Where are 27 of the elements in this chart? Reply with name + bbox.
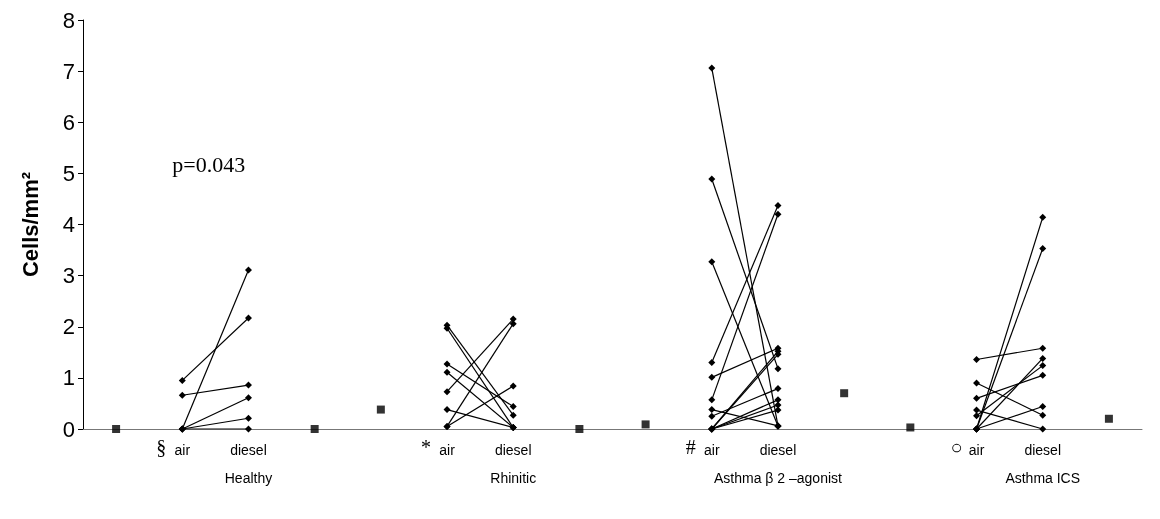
y-tick-label: 8 (62, 7, 75, 33)
x-tick-label: air (968, 442, 985, 458)
y-tick-label: 2 (62, 314, 75, 340)
y-axis-title: Cells/mm² (17, 171, 43, 278)
text: Asthma β 2 –agonist (714, 470, 843, 486)
x-tick-label: air (439, 442, 456, 458)
text: # (685, 436, 696, 458)
x-tick-label: diesel (230, 442, 267, 458)
text: * (421, 436, 432, 458)
annotation: p=0.043 (172, 151, 246, 177)
y-tick-label: 1 (62, 365, 75, 391)
y-tick-label: 3 (62, 263, 75, 289)
text: § (156, 436, 167, 458)
x-tick-label: diesel (759, 442, 797, 458)
x-tick-label: air (174, 442, 191, 458)
y-tick-label: 6 (62, 109, 75, 135)
y-tick-label: 0 (62, 416, 75, 442)
text: ○ (950, 436, 963, 458)
x-tick-label: diesel (1024, 442, 1062, 458)
text: Rhinitic (490, 470, 537, 486)
text: Asthma ICS (1005, 470, 1081, 486)
x-tick-label: air (704, 442, 720, 458)
y-tick-label: 4 (62, 212, 75, 237)
text: Healthy (224, 470, 273, 486)
x-tick-label: diesel (494, 442, 532, 458)
y-tick-label: 7 (62, 58, 75, 84)
y-tick-label: 5 (62, 160, 75, 186)
